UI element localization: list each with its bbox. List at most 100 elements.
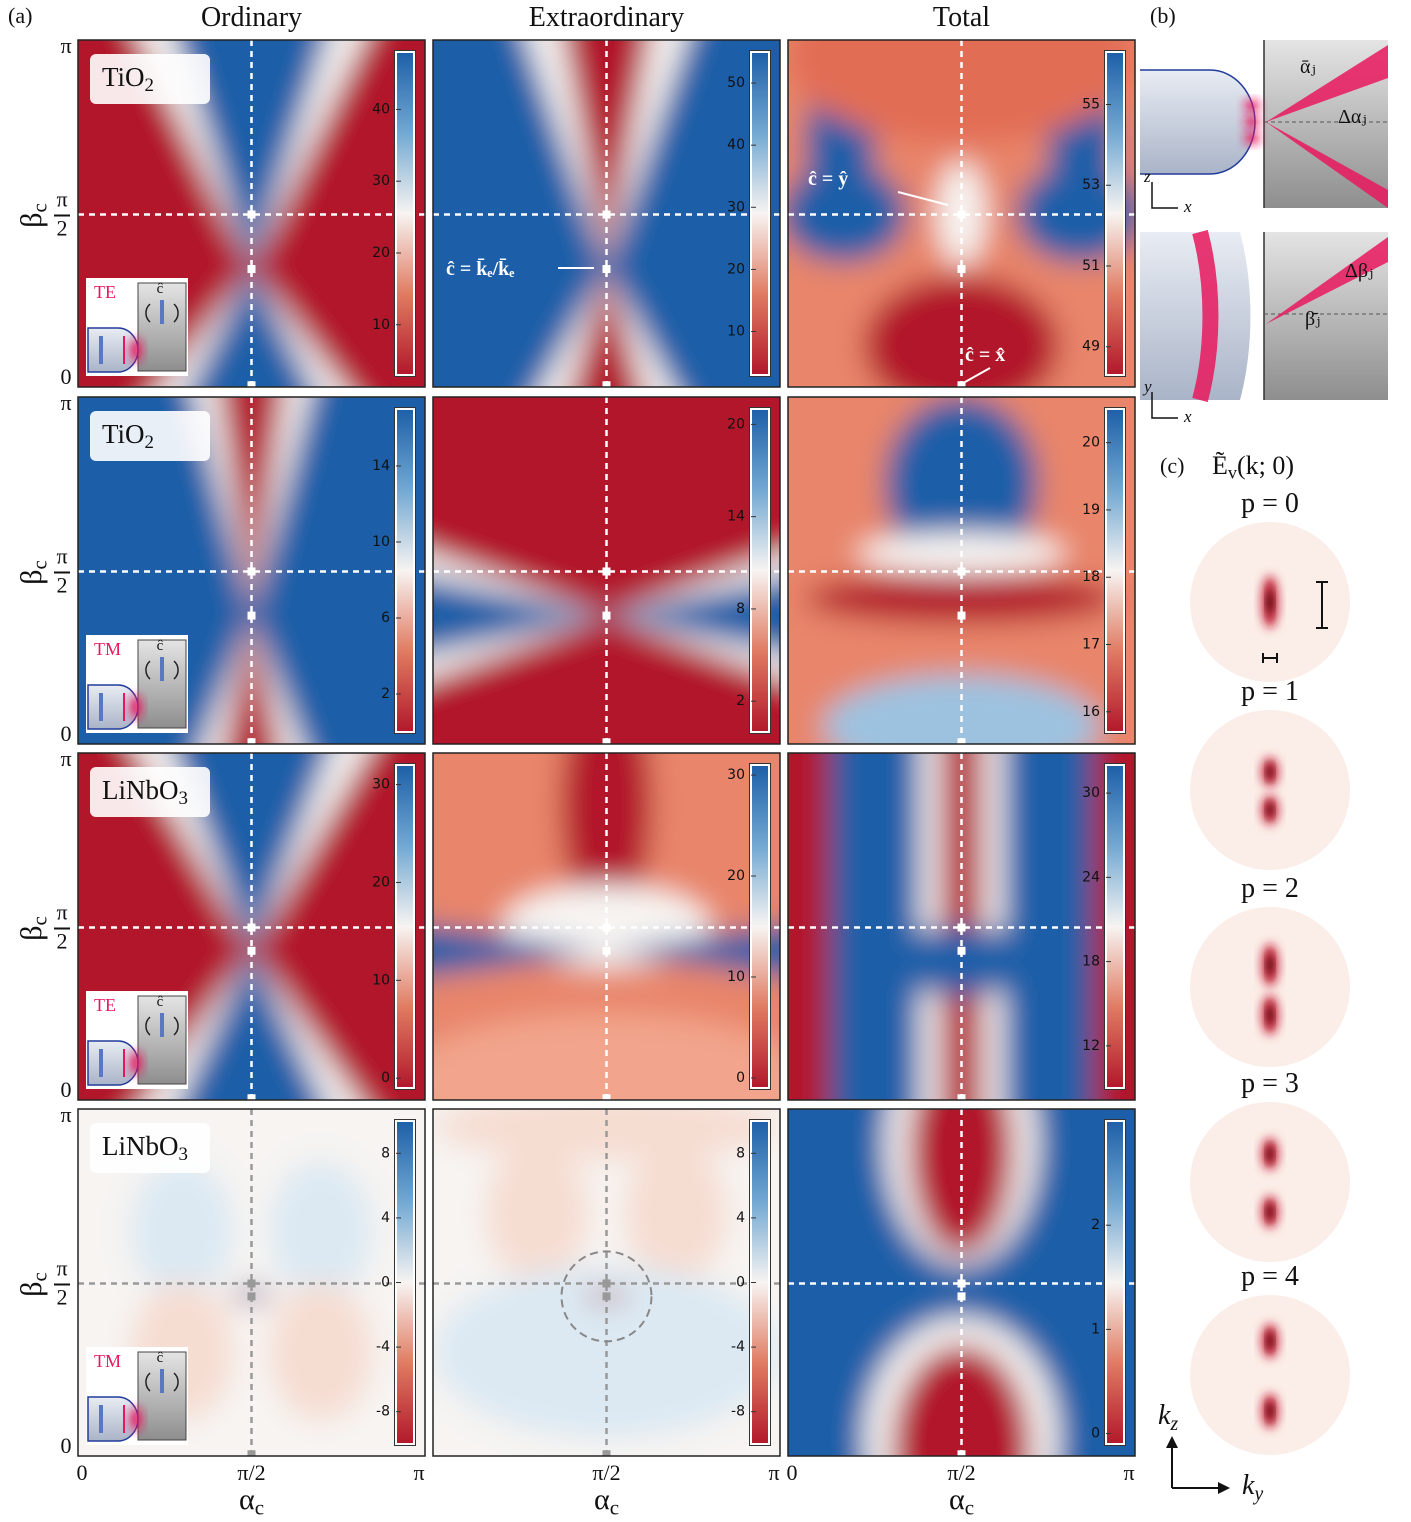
material-label-sub: 3 <box>179 788 188 809</box>
x-axis-label-sub: c <box>965 1495 974 1519</box>
colorbar-tick-label-part: 30 <box>372 777 390 793</box>
y-tick-label-part: π <box>56 544 67 569</box>
y-tick-label: 0 <box>61 1433 72 1458</box>
colorbar-tick-label-part: 24 <box>1082 869 1100 885</box>
guide-marker <box>248 1094 256 1102</box>
mode-label: p = 4 <box>1241 1261 1299 1292</box>
part-c-title: Ẽv(k; 0) <box>1212 451 1294 483</box>
x-tick-label-part: 0 <box>787 1460 798 1485</box>
angle-label-part: Δαⱼ <box>1338 106 1367 128</box>
y-tick-label-part: π <box>56 900 67 925</box>
colorbar-tick-label: 24 <box>1082 869 1100 885</box>
guide-marker <box>603 211 611 219</box>
colorbar-tick-label-part: 18 <box>1082 954 1100 970</box>
inset-axis-label: ĉ <box>157 1350 164 1366</box>
colorbar-tick-label-part: 4 <box>736 1210 745 1226</box>
column-title-part: Ordinary <box>201 2 302 33</box>
guide-marker <box>603 381 611 389</box>
inset-axis-label: ĉ <box>157 994 164 1010</box>
guide-marker <box>603 947 611 955</box>
heatmap <box>364 684 850 1152</box>
colorbar <box>1106 409 1124 732</box>
colorbar-tick-label: 55 <box>1082 96 1100 112</box>
inset-axis-label: ĉ <box>157 281 164 297</box>
colorbar-tick-label: 0 <box>1091 1426 1100 1442</box>
y-axis-label-part: β <box>15 570 48 585</box>
colorbar-tick-label-part: 2 <box>1091 1217 1100 1233</box>
x-axis-label-part: α <box>949 1483 965 1516</box>
guide-marker <box>958 738 966 746</box>
colorbar-tick-label: 20 <box>372 245 390 261</box>
material-label-part: TiO <box>102 62 145 92</box>
colorbar <box>751 52 769 375</box>
mode-label-part: p = 0 <box>1241 488 1299 519</box>
colorbar-tick-label-part: 49 <box>1082 339 1100 355</box>
colorbar-tick-label: -8 <box>731 1404 745 1420</box>
colorbar-tick-label: 2 <box>1091 1217 1100 1233</box>
column-title: Total <box>933 2 990 33</box>
colorbar-tick-label: 0 <box>381 1275 390 1291</box>
colorbar-tick-label-part: 10 <box>727 969 745 985</box>
axis-label-sub: z <box>1169 1414 1178 1435</box>
y-tick-label: 0 <box>61 364 72 389</box>
colorbar-tick-label-part: 2 <box>736 693 745 709</box>
colorbar-tick-label-part: -4 <box>731 1339 745 1355</box>
colorbar-tick-label-part: 20 <box>727 416 745 432</box>
waveguide <box>1140 232 1250 400</box>
x-axis-label-sub: c <box>610 1495 619 1519</box>
y-axis-label: βc <box>15 1272 51 1297</box>
colorbar-tick-label-part: 40 <box>727 137 745 153</box>
colorbar-tick-label-part: 8 <box>736 1145 745 1161</box>
y-axis-label-part: β <box>15 1282 48 1297</box>
y-tick-label: π <box>56 187 67 212</box>
colorbar-tick-label-part: 16 <box>1082 704 1100 720</box>
guide-marker <box>248 924 256 932</box>
angle-label: β̄ⱼ <box>1305 308 1320 330</box>
guide-marker <box>958 1280 966 1288</box>
colorbar-tick-label: 20 <box>727 868 745 884</box>
x-axis-label: αc <box>239 1483 264 1519</box>
x-tick-label: π <box>413 1460 424 1485</box>
axis-label: ky <box>1242 1470 1263 1504</box>
colorbar-tick-label: 30 <box>1082 785 1100 801</box>
colorbar-tick-label: 50 <box>727 75 745 91</box>
y-tick-label-part: π <box>60 746 71 771</box>
axis-label-part: x <box>1183 407 1192 426</box>
colorbar-tick-label: 40 <box>727 137 745 153</box>
inset-axis-label: ĉ <box>157 638 164 654</box>
mode-label-part: p = 4 <box>1241 1261 1299 1292</box>
x-tick-label-part: π <box>1123 1460 1134 1485</box>
colorbar-tick-label-part: 0 <box>736 1275 745 1291</box>
y-axis-label: βc <box>15 916 51 941</box>
colorbar-tick-label-part: 20 <box>727 868 745 884</box>
colorbar-tick-label: 10 <box>372 972 390 988</box>
y-axis-label-sub: c <box>27 560 51 569</box>
colorbar-tick-label: 19 <box>1082 502 1100 518</box>
colorbar-tick-label: -4 <box>376 1339 390 1355</box>
angle-label: Δβⱼ <box>1345 260 1373 282</box>
guide-marker <box>248 1292 256 1300</box>
colorbar-tick-label-part: 10 <box>372 317 390 333</box>
colorbar-tick-label: 4 <box>381 1210 390 1226</box>
y-axis-label-sub: c <box>27 916 51 925</box>
colorbar-tick-label: 30 <box>727 767 745 783</box>
inset-axis-label-part: ĉ <box>157 1350 164 1366</box>
y-tick-label-part: 0 <box>61 1077 72 1102</box>
angle-label: ᾱⱼ <box>1300 56 1316 78</box>
y-tick-label-part: 2 <box>57 216 68 241</box>
y-tick-label-part: 2 <box>57 1285 68 1310</box>
colorbar-tick-label: 12 <box>1082 1038 1100 1054</box>
y-tick-label: π <box>60 390 71 415</box>
part-c-title-part: (k; 0) <box>1237 451 1294 480</box>
colorbar-tick-label-part: 17 <box>1082 637 1100 653</box>
colorbar-tick-label-part: 20 <box>727 261 745 277</box>
inset-mode-label: TM <box>94 639 121 659</box>
y-tick-label: 2 <box>57 1285 68 1310</box>
colorbar-tick-label: 40 <box>372 101 390 117</box>
inset-mode <box>130 695 142 719</box>
axis-label-part: y <box>1142 377 1152 396</box>
colorbar-tick-label: 17 <box>1082 637 1100 653</box>
colorbar-tick-label-part: 18 <box>1082 569 1100 585</box>
mode-label-part: p = 2 <box>1241 873 1299 904</box>
guide-marker <box>603 265 611 273</box>
